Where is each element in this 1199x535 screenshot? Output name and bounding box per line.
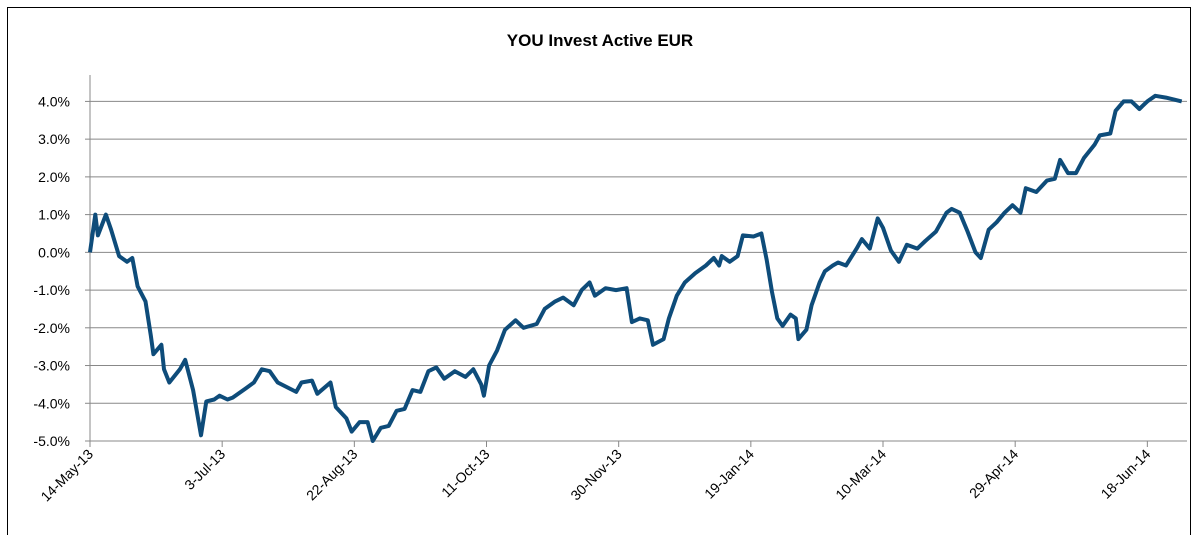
- y-tick-label: 1.0%: [38, 207, 70, 223]
- y-tick-label: -2.0%: [33, 320, 70, 336]
- x-tick-label: 14-May-13: [37, 446, 96, 505]
- y-tick-label: -4.0%: [33, 395, 70, 411]
- y-tick-label: 0.0%: [38, 244, 70, 260]
- y-tick-label: -3.0%: [33, 358, 70, 374]
- x-tick-label: 10-Mar-14: [832, 446, 889, 503]
- y-tick-label: 2.0%: [38, 169, 70, 185]
- y-tick-label: 4.0%: [38, 93, 70, 109]
- x-tick-label: 30-Nov-13: [567, 446, 625, 504]
- x-tick-label: 19-Jan-14: [701, 446, 757, 502]
- y-tick-label: 3.0%: [38, 131, 70, 147]
- chart-frame: [7, 7, 1191, 535]
- y-tick-label: -1.0%: [33, 282, 70, 298]
- y-tick-label: -5.0%: [33, 433, 70, 449]
- x-tick-label: 22-Aug-13: [303, 446, 361, 504]
- x-tick-label: 11-Oct-13: [438, 446, 493, 501]
- x-tick-label: 3-Jul-13: [181, 446, 228, 493]
- data-line: [88, 93, 1183, 443]
- x-tick-label: 29-Apr-14: [966, 446, 1021, 501]
- chart-title: YOU Invest Active EUR: [507, 31, 693, 50]
- x-tick-label: 18-Jun-14: [1098, 446, 1154, 502]
